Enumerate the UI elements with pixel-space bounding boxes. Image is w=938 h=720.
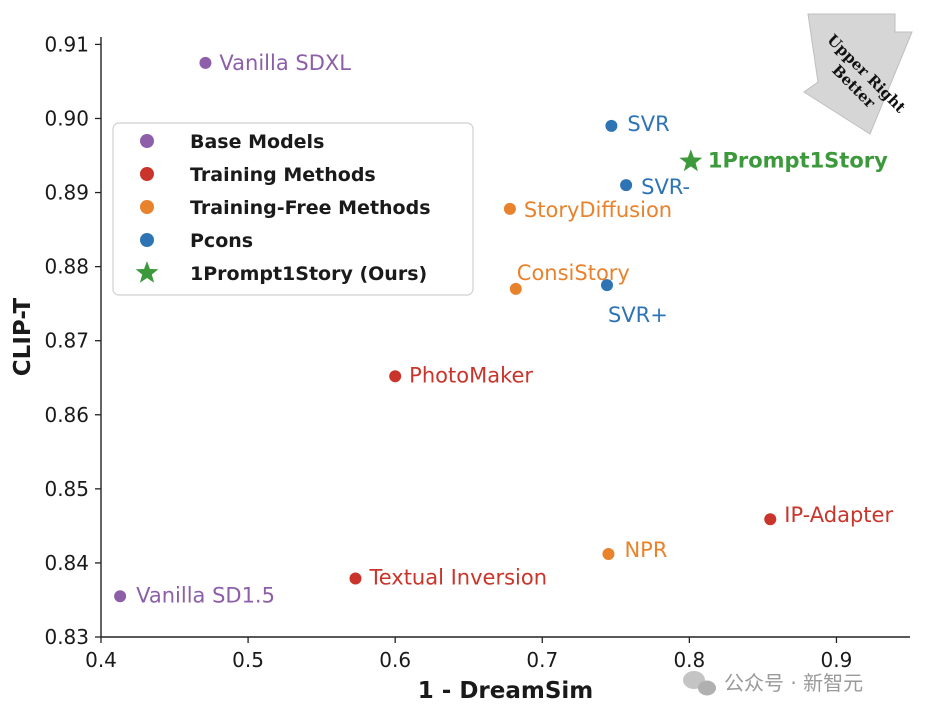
data-point — [602, 548, 615, 561]
data-point — [349, 572, 362, 585]
y-tick-label: 0.87 — [44, 329, 89, 353]
data-point-label: PhotoMaker — [409, 363, 533, 387]
data-point — [509, 282, 522, 295]
data-point-label: Textual Inversion — [368, 565, 547, 589]
data-point-label: Vanilla SDXL — [219, 51, 351, 75]
legend-entry: Pcons — [190, 230, 253, 252]
data-point — [389, 370, 402, 383]
x-tick-label: 0.4 — [85, 648, 117, 672]
x-tick-label: 0.9 — [821, 648, 853, 672]
data-point — [605, 119, 618, 132]
data-point — [199, 56, 212, 69]
data-point — [114, 590, 127, 603]
data-point — [764, 513, 777, 526]
legend-entry: Training Methods — [190, 164, 376, 186]
x-tick-label: 0.7 — [526, 648, 558, 672]
data-point-label: IP-Adapter — [784, 503, 893, 527]
data-point-star — [679, 149, 703, 172]
y-tick-label: 0.88 — [44, 255, 89, 279]
data-point-label: ConsiStory — [517, 261, 630, 285]
y-tick-label: 0.84 — [44, 551, 89, 575]
data-point-label: Vanilla SD1.5 — [136, 583, 275, 607]
legend-entry: Training-Free Methods — [190, 197, 431, 219]
upper-right-arrow — [803, 13, 913, 135]
data-point-label: SVR — [627, 112, 669, 136]
legend-marker — [140, 200, 154, 214]
legend-marker — [140, 233, 154, 247]
legend-marker — [140, 167, 154, 181]
data-point-label: StoryDiffusion — [524, 198, 672, 222]
y-tick-label: 0.86 — [44, 403, 89, 427]
data-point-label: 1Prompt1Story — [708, 148, 888, 172]
data-point — [600, 279, 613, 292]
data-point — [503, 202, 516, 215]
legend-marker — [140, 134, 154, 148]
legend-entry: 1Prompt1Story (Ours) — [190, 263, 427, 285]
wechat-bubble-small — [698, 680, 716, 696]
data-point-label: SVR- — [641, 175, 690, 199]
legend-box — [112, 122, 474, 296]
data-point — [620, 179, 633, 192]
y-tick-label: 0.83 — [44, 625, 89, 649]
x-axis-label: 1 - DreamSim — [418, 678, 594, 704]
y-tick-label: 0.85 — [44, 477, 89, 501]
legend-entry: Base Models — [190, 131, 324, 153]
watermark-text: 公众号 · 新智元 — [724, 671, 863, 695]
x-tick-label: 0.8 — [673, 648, 705, 672]
y-tick-label: 0.91 — [44, 32, 89, 56]
x-tick-label: 0.5 — [232, 648, 264, 672]
y-tick-label: 0.89 — [44, 181, 89, 205]
legend-marker-star — [135, 261, 159, 283]
data-point-label: SVR+ — [608, 303, 668, 327]
wechat-icon — [683, 671, 716, 696]
y-tick-label: 0.90 — [44, 106, 89, 130]
y-axis-label: CLIP-T — [10, 297, 36, 376]
x-tick-label: 0.6 — [379, 648, 411, 672]
data-point-label: NPR — [624, 538, 667, 562]
